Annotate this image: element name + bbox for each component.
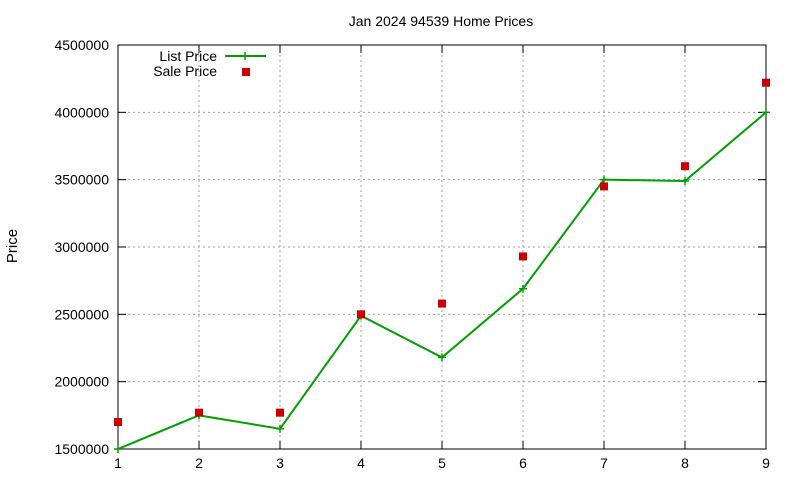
x-tick-label: 5	[438, 455, 446, 471]
list-price-point	[762, 108, 770, 117]
x-tick-label: 3	[276, 455, 284, 471]
legend-label-sale-price: Sale Price	[153, 63, 217, 79]
y-axis-label: Price	[4, 229, 21, 263]
sale-price-point	[681, 162, 689, 171]
x-tick-label: 2	[195, 455, 203, 471]
legend-marker-list-price	[241, 52, 249, 60]
x-tick-label: 7	[600, 455, 608, 471]
x-tick-label: 9	[762, 455, 770, 471]
sale-price-point	[762, 78, 770, 87]
series-layer	[114, 78, 770, 453]
x-tick-label: 4	[357, 455, 365, 471]
y-tick-label: 4500000	[54, 37, 109, 53]
grid-lines	[118, 45, 766, 449]
y-tick-label: 2000000	[54, 374, 109, 390]
list-price-point	[519, 284, 527, 293]
list-price-point	[438, 353, 446, 362]
sale-price-point	[438, 299, 446, 308]
sale-price-point	[195, 408, 203, 417]
sale-price-point	[600, 182, 608, 191]
legend-marker-sale-price	[242, 68, 250, 76]
x-tick-label: 6	[519, 455, 527, 471]
y-tick-label: 3500000	[54, 172, 109, 188]
y-tick-label: 1500000	[54, 441, 109, 457]
list-price-point	[600, 175, 608, 184]
legend: List Price Sale Price	[153, 48, 266, 79]
chart-title: Jan 2024 94539 Home Prices	[349, 13, 533, 29]
legend-label-list-price: List Price	[159, 48, 217, 64]
axis-ticks: 1500000 2000000 2500000 3000000 3500000 40000…	[54, 37, 770, 471]
y-tick-label: 4000000	[54, 104, 109, 120]
sale-price-point	[114, 418, 122, 427]
x-tick-label: 8	[681, 455, 689, 471]
y-tick-label: 2500000	[54, 306, 109, 322]
list-price-point	[114, 445, 122, 453]
list-price-point	[276, 424, 284, 433]
sale-price-point	[276, 408, 284, 417]
y-tick-label: 3000000	[54, 239, 109, 255]
list-price-point	[681, 177, 689, 186]
sale-price-point	[357, 310, 365, 319]
sale-price-point	[519, 252, 527, 261]
x-tick-label: 1	[114, 455, 122, 471]
